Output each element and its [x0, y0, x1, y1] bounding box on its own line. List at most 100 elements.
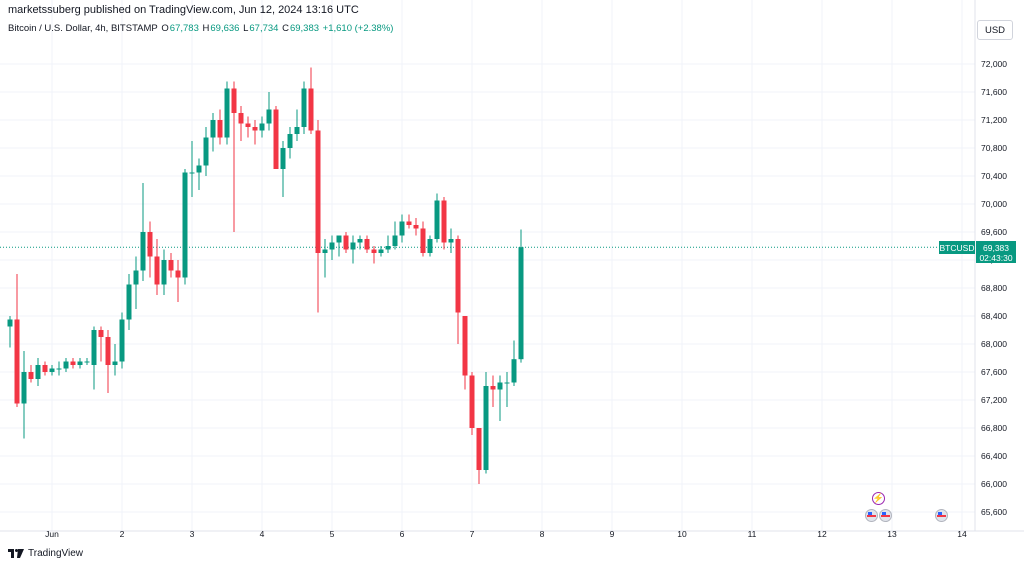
candle-body — [483, 386, 489, 470]
candle-body — [469, 375, 475, 428]
x-tick-label: 8 — [540, 529, 545, 539]
candle — [483, 372, 489, 474]
candle-body — [455, 239, 461, 313]
candle — [175, 260, 181, 302]
candle-body — [308, 88, 314, 131]
symbol-description[interactable]: Bitcoin / U.S. Dollar, 4h, BITSTAMP — [8, 23, 158, 34]
y-tick-label: 70,000 — [981, 199, 1007, 209]
y-tick-label: 68,000 — [981, 339, 1007, 349]
close-value: 69,383 — [289, 23, 320, 34]
candle-body — [329, 242, 335, 250]
candle-body — [161, 260, 167, 285]
tradingview-logo-icon — [8, 549, 24, 558]
x-tick-label: 10 — [677, 529, 687, 539]
candle — [168, 253, 174, 278]
footer-brand[interactable]: TradingView — [8, 548, 83, 559]
y-tick-label: 66,800 — [981, 423, 1007, 433]
candle — [434, 193, 440, 243]
candle-body — [336, 235, 342, 243]
change-value: +1,610 (+2.38%) — [322, 23, 394, 34]
candle — [357, 235, 363, 250]
publish-info: marketssuberg published on TradingView.c… — [8, 4, 359, 16]
candle-body — [98, 330, 104, 337]
candle — [385, 235, 391, 253]
y-tick-label: 66,400 — [981, 451, 1007, 461]
candle-body — [427, 239, 433, 253]
candle — [133, 256, 139, 309]
x-tick-label: 9 — [610, 529, 615, 539]
candle-body — [301, 88, 307, 127]
us-flag-icon[interactable] — [864, 509, 878, 522]
candle — [49, 365, 55, 376]
candle — [462, 316, 468, 390]
candle — [161, 249, 167, 295]
y-tick-label: 65,600 — [981, 507, 1007, 517]
us-flag-icon[interactable] — [878, 509, 892, 522]
candle — [147, 221, 153, 278]
candle — [126, 274, 132, 330]
candle-body — [287, 134, 293, 148]
candle — [469, 372, 475, 435]
candle — [476, 428, 482, 484]
high-value: 69,636 — [210, 23, 240, 34]
candle-body — [371, 249, 377, 253]
candle-body — [196, 165, 202, 173]
close-label: C — [282, 23, 289, 34]
lightning-icon[interactable]: ⚡ — [871, 492, 885, 505]
candle-body — [259, 123, 265, 131]
x-tick-label: 5 — [330, 529, 335, 539]
y-tick-label: 71,200 — [981, 115, 1007, 125]
candle — [441, 197, 447, 250]
candle — [392, 221, 398, 250]
low-label: L — [243, 23, 249, 34]
candle — [287, 127, 293, 159]
price-axis[interactable]: 72,000 71,600 71,200 70,800 70,400 70,000 69,6… — [981, 59, 1007, 517]
open-value: 67,783 — [169, 23, 199, 34]
open-label: O — [161, 23, 169, 34]
candle-body — [497, 382, 503, 390]
high-label: H — [202, 23, 210, 34]
candle-body — [343, 235, 349, 250]
candle — [98, 326, 104, 362]
price-tag — [976, 241, 1016, 263]
candle-body — [14, 319, 20, 404]
candle-body — [154, 256, 160, 285]
candle-body — [42, 365, 48, 372]
candle-body — [77, 361, 83, 365]
us-flag-icon[interactable] — [934, 509, 948, 522]
candle — [91, 326, 97, 390]
x-tick-label: 4 — [260, 529, 265, 539]
candle-body — [126, 284, 132, 320]
x-tick-label: 2 — [120, 529, 125, 539]
candle — [189, 141, 195, 197]
y-tick-label: 72,000 — [981, 59, 1007, 69]
currency-button[interactable]: USD — [977, 20, 1013, 40]
y-tick-label: 71,600 — [981, 87, 1007, 97]
candle-body — [392, 235, 398, 246]
candle — [301, 81, 307, 134]
candle — [35, 358, 41, 386]
candle — [371, 246, 377, 264]
candle-body — [133, 270, 139, 285]
candle-body — [231, 88, 237, 113]
candle-body — [49, 368, 55, 372]
candle — [112, 344, 118, 376]
candle — [406, 214, 412, 229]
x-tick-label: Jun — [45, 529, 59, 539]
candle — [427, 235, 433, 257]
candle-body — [238, 113, 244, 124]
candle — [77, 358, 83, 369]
candle-body — [140, 232, 146, 271]
candle-body — [490, 386, 496, 390]
candle-body — [476, 428, 482, 470]
candle-body — [385, 246, 391, 250]
time-axis[interactable]: Jun 2 3 4 5 6 7 8 9 10 11 12 13 14 — [45, 529, 967, 539]
low-value: 67,734 — [249, 23, 279, 34]
candle — [315, 120, 321, 313]
candle-body — [245, 123, 251, 127]
candle — [63, 358, 69, 372]
candle — [238, 106, 244, 141]
candle-body — [189, 172, 195, 174]
y-tick-label: 67,200 — [981, 395, 1007, 405]
